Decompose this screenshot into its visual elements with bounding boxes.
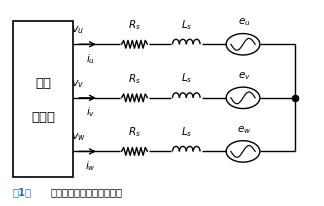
Text: $R_s$: $R_s$ <box>128 18 141 32</box>
Text: 图1：: 图1： <box>13 187 32 197</box>
Text: 永磁同步电机的等效电路。: 永磁同步电机的等效电路。 <box>50 187 122 197</box>
Text: $R_s$: $R_s$ <box>128 72 141 86</box>
Text: $L_s$: $L_s$ <box>180 125 192 139</box>
Text: $v_u$: $v_u$ <box>71 24 85 36</box>
Text: $i_w$: $i_w$ <box>85 159 96 173</box>
Text: $e_w$: $e_w$ <box>237 124 252 136</box>
Text: 三相: 三相 <box>35 77 51 90</box>
Text: $i_u$: $i_u$ <box>86 52 95 66</box>
Text: 逆变器: 逆变器 <box>31 111 55 124</box>
Text: $v_w$: $v_w$ <box>71 131 86 143</box>
Text: $L_s$: $L_s$ <box>180 71 192 85</box>
Text: $e_u$: $e_u$ <box>238 17 251 28</box>
Text: $e_v$: $e_v$ <box>238 70 251 82</box>
Text: $v_v$: $v_v$ <box>71 78 85 90</box>
Text: $i_v$: $i_v$ <box>86 106 95 119</box>
Bar <box>13 21 73 177</box>
Text: $R_s$: $R_s$ <box>128 125 141 139</box>
Text: $L_s$: $L_s$ <box>180 18 192 32</box>
